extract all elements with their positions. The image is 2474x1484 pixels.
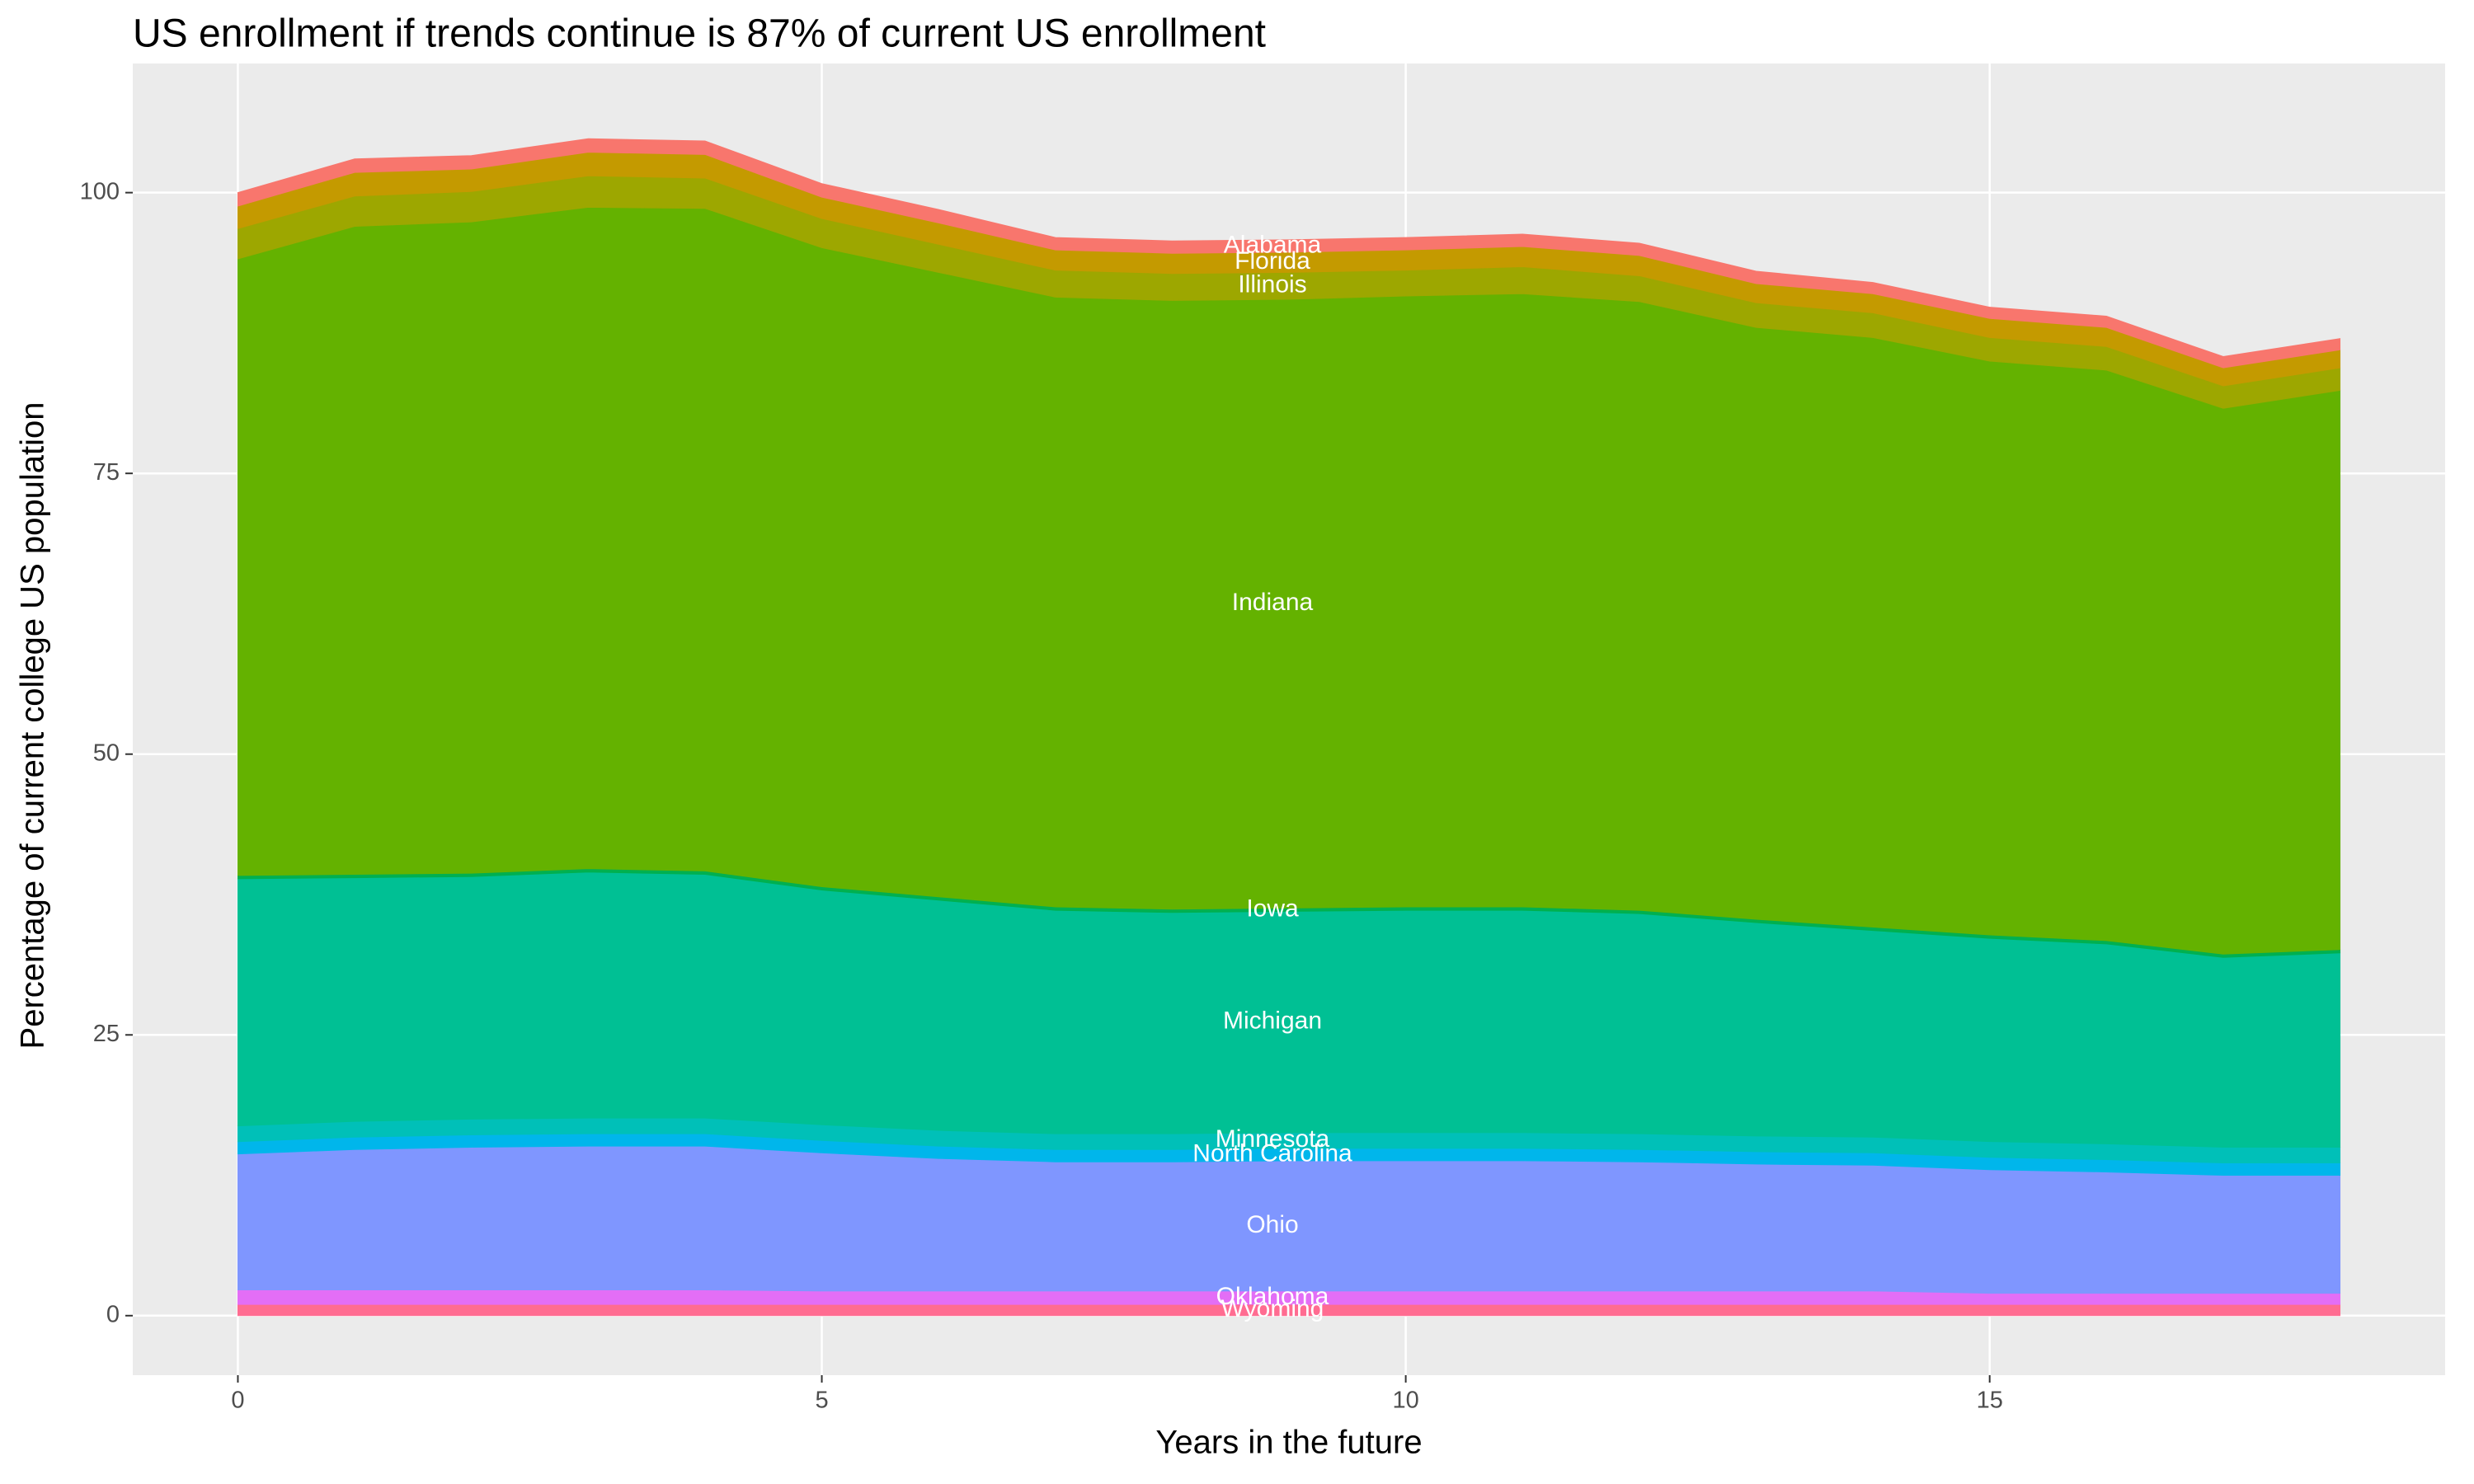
x-tick-label: 10 xyxy=(1392,1388,1418,1414)
y-tick-label: 100 xyxy=(80,178,120,204)
area-label: Ohio xyxy=(1246,1211,1298,1238)
x-tick-label: 5 xyxy=(815,1388,828,1414)
area-label: Michigan xyxy=(1223,1007,1322,1035)
chart-title: US enrollment if trends continue is 87% … xyxy=(133,12,1266,56)
area xyxy=(237,138,2341,369)
area-label: Iowa xyxy=(1246,895,1299,922)
area-label: Alabama xyxy=(1224,231,1322,258)
y-axis-title: Percentage of current college US populat… xyxy=(15,402,51,1050)
area-label: Wyoming xyxy=(1221,1295,1324,1322)
x-tick-label: 0 xyxy=(231,1388,244,1414)
y-tick-label: 75 xyxy=(93,459,120,486)
x-tick-label: 15 xyxy=(1977,1388,2003,1414)
area-label: Oklahoma xyxy=(1216,1283,1329,1310)
y-tick-label: 0 xyxy=(106,1301,120,1327)
area-label: Illinois xyxy=(1238,271,1306,298)
area-label: Florida xyxy=(1235,247,1310,275)
area-label: Minnesota xyxy=(1216,1125,1330,1153)
x-axis-title: Years in the future xyxy=(1155,1425,1422,1461)
y-tick-label: 50 xyxy=(93,740,120,766)
area-label: Indiana xyxy=(1232,589,1314,616)
area-label: North Carolina xyxy=(1192,1139,1352,1167)
y-tick-label: 25 xyxy=(93,1021,120,1047)
